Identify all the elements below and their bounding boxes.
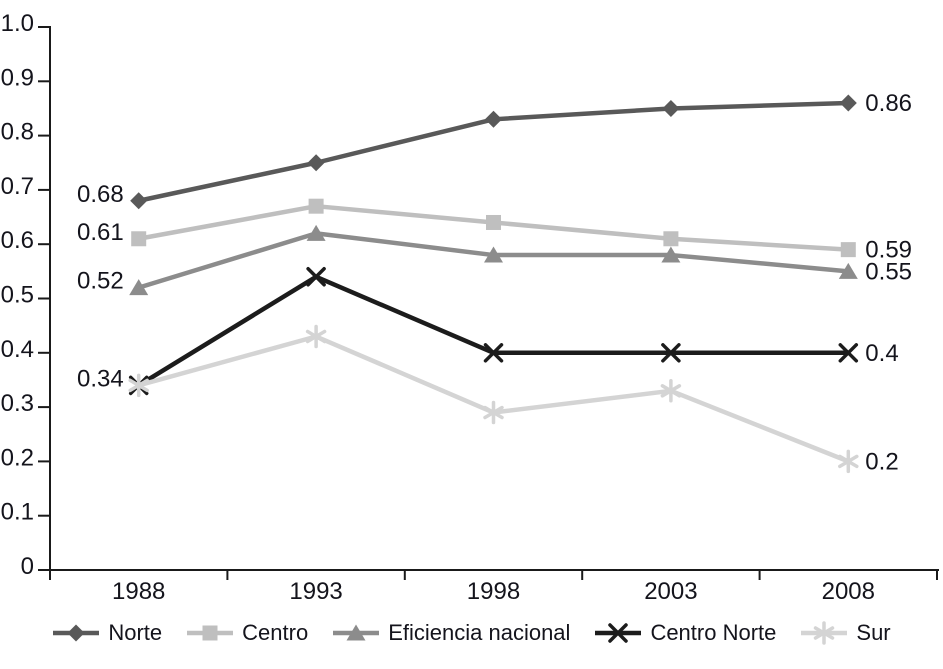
data-label-end-centro: 0.59	[865, 237, 912, 264]
legend-label: Centro Norte	[650, 620, 777, 645]
diamond-marker	[485, 110, 502, 128]
data-label-start-centro: 0.61	[77, 219, 124, 246]
legend-item-sur: Sur	[800, 620, 891, 646]
data-label-start-norte: 0.68	[77, 181, 124, 208]
diamond-marker	[307, 154, 325, 172]
asterisk-marker	[128, 373, 149, 398]
y-tick-label: 0.2	[1, 444, 34, 471]
square-marker	[486, 214, 501, 230]
x-tick-label: 1988	[112, 578, 165, 605]
square-marker	[131, 231, 147, 247]
chart-canvas: 0 0.1 0.2 0.3 0.4 0.5 0.6 0.7 0.8 0.9 1.0 1988 1993 1…	[1, 10, 939, 605]
triangle-marker	[346, 624, 366, 641]
x-tick-label: 1998	[467, 578, 520, 605]
asterisk-marker	[660, 379, 682, 403]
triangle-marker	[838, 262, 858, 279]
y-tick-label: 0	[21, 553, 34, 580]
data-label-end-sur: 0.2	[865, 448, 898, 475]
asterisk-marker	[838, 449, 859, 474]
legend-item-norte: Norte	[52, 620, 162, 646]
data-label-start-sur: 0.34	[77, 365, 124, 392]
legend-triangle-icon	[333, 624, 380, 641]
x-marker	[608, 623, 629, 643]
legend-label: Eficiencia nacional	[388, 620, 571, 645]
diamond-marker	[67, 624, 85, 642]
data-label-start-eficiencia-nacional: 0.52	[77, 268, 124, 295]
diamond-marker	[130, 192, 148, 210]
legend-x-icon	[595, 623, 642, 643]
square-marker	[202, 625, 218, 641]
legend-item-centro-norte: Centro Norte	[594, 620, 776, 646]
diamond-marker	[662, 99, 680, 117]
y-tick-label: 0.8	[1, 119, 34, 146]
square-marker	[663, 231, 679, 247]
asterisk-marker	[305, 324, 327, 349]
triangle-marker	[306, 224, 326, 241]
x-marker	[661, 343, 681, 363]
x-tick-label: 2003	[644, 578, 697, 605]
diamond-marker	[839, 94, 857, 112]
x-tick-label: 1993	[289, 578, 342, 605]
y-tick-label: 0.7	[1, 173, 34, 200]
legend: Norte Centro Eficiencia nacional Centro Nor…	[0, 620, 943, 646]
asterisk-marker	[483, 400, 504, 425]
y-tick-label: 0.1	[1, 499, 34, 526]
legend-item-eficiencia-nacional: Eficiencia nacional	[332, 620, 570, 646]
x-tick-label: 2008	[822, 578, 875, 605]
triangle-marker	[484, 246, 503, 263]
legend-asterisk-icon	[801, 621, 848, 645]
triangle-marker	[129, 279, 149, 296]
y-tick-label: 0.9	[1, 64, 34, 91]
legend-label: Norte	[108, 620, 163, 645]
legend-square-icon	[187, 625, 234, 641]
square-marker	[308, 198, 324, 214]
legend-label: Centro	[242, 620, 309, 645]
asterisk-marker	[814, 621, 835, 645]
y-tick-label: 0.5	[1, 282, 34, 309]
x-marker	[838, 343, 859, 363]
legend-diamond-icon	[53, 624, 100, 642]
y-tick-label: 0.6	[1, 227, 34, 254]
series-line-centro-norte	[137, 274, 849, 388]
y-tick-label: 1.0	[1, 10, 34, 37]
x-marker	[306, 267, 326, 287]
data-label-end-eficiencia-nacional: 0.55	[865, 258, 912, 285]
square-marker	[840, 242, 856, 258]
triangle-marker	[661, 246, 681, 263]
legend-label: Sur	[856, 620, 891, 645]
x-marker	[483, 343, 504, 363]
legend-item-centro: Centro	[186, 620, 308, 646]
y-tick-label: 0.3	[1, 390, 34, 417]
data-label-end-norte: 0.86	[865, 90, 912, 117]
data-label-end-centro-norte: 0.4	[865, 340, 898, 367]
y-tick-label: 0.4	[1, 336, 34, 363]
